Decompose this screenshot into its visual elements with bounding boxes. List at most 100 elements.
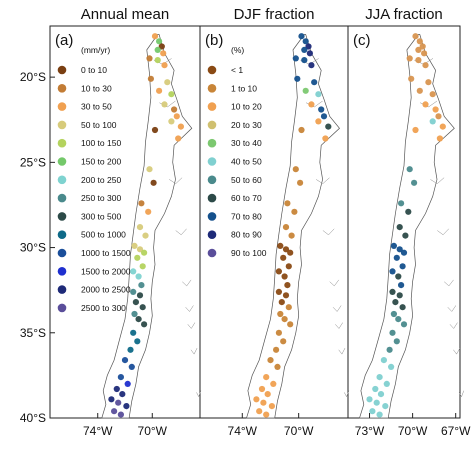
panel-label-c: (c) (353, 32, 371, 49)
legend-swatch (57, 102, 67, 111)
station-marker (399, 263, 406, 270)
station-marker (173, 113, 180, 120)
legend-swatch (57, 230, 67, 239)
station-marker (308, 62, 315, 69)
station-marker (147, 75, 154, 82)
station-marker (127, 346, 134, 353)
station-marker (415, 57, 422, 64)
station-marker (297, 179, 304, 186)
region-border (338, 347, 346, 355)
station-marker (408, 75, 415, 82)
station-marker (419, 43, 426, 50)
station-marker (325, 123, 332, 130)
legend-label: 30 to 50 (81, 102, 112, 112)
station-marker (275, 268, 282, 275)
station-marker (311, 79, 318, 86)
station-marker (128, 363, 135, 370)
station-marker (429, 118, 436, 125)
station-marker (263, 374, 270, 381)
station-marker (396, 224, 403, 231)
station-marker (406, 166, 413, 173)
station-marker (135, 273, 142, 280)
station-marker (132, 299, 139, 306)
legend-swatch (207, 212, 217, 221)
station-marker (400, 321, 408, 328)
station-marker (318, 106, 325, 113)
lat-tick-label: 30°S (20, 241, 46, 255)
station-marker (405, 208, 412, 215)
legend-label: 200 to 250 (81, 175, 121, 185)
legend-swatch (57, 120, 67, 130)
station-marker (411, 179, 418, 186)
station-marker (284, 200, 291, 207)
legend-swatch (57, 212, 67, 221)
station-marker (168, 91, 175, 98)
region-border (187, 322, 196, 329)
map-panel-c: (c) (353, 32, 465, 419)
legend-unit-a: (mm/yr) (81, 45, 110, 55)
station-marker (386, 346, 393, 353)
region-border (444, 279, 454, 287)
station-marker (154, 57, 161, 64)
legend-swatch (207, 157, 217, 166)
legend-label: 10 to 20 (231, 102, 262, 112)
station-marker (389, 268, 396, 275)
legend-swatch (207, 102, 217, 111)
station-marker (256, 408, 263, 415)
station-marker (134, 338, 141, 345)
station-marker (382, 403, 389, 410)
station-marker (395, 316, 402, 323)
lon-tick-label: 74°W (228, 424, 258, 438)
station-marker (301, 46, 308, 54)
region-border (458, 390, 465, 398)
station-marker (396, 246, 403, 253)
station-marker (436, 135, 443, 142)
station-marker (399, 304, 406, 311)
panel-title-b: DJF fraction (234, 6, 315, 23)
station-marker (156, 38, 163, 45)
station-marker (389, 288, 396, 295)
legend-swatch (57, 303, 67, 313)
station-marker (130, 268, 137, 275)
station-marker (435, 113, 442, 120)
station-marker (117, 374, 124, 381)
region-border (335, 322, 343, 329)
panel-frame-c (347, 25, 461, 419)
legend-swatch (57, 175, 67, 185)
legend-swatch (207, 248, 217, 258)
region-border (430, 177, 445, 185)
station-marker (274, 363, 281, 370)
region-border (329, 279, 339, 287)
station-marker (124, 380, 131, 387)
region-border (182, 279, 192, 287)
station-marker (291, 208, 298, 215)
station-marker (380, 357, 387, 364)
station-marker (139, 304, 146, 311)
region-border (185, 305, 194, 312)
legend-label: 1000 to 1500 (81, 248, 131, 258)
legend-label: 2500 to 300 (81, 303, 126, 313)
lat-tick-label: 20°S (20, 70, 46, 84)
station-marker (429, 91, 436, 98)
station-marker (141, 249, 148, 256)
station-marker (315, 91, 322, 98)
legend-label: 30 to 40 (231, 138, 262, 148)
station-marker (139, 263, 146, 270)
legend-label: 10 to 30 (81, 83, 112, 93)
legend-label: 1500 to 2000 (81, 266, 131, 276)
station-marker (260, 399, 267, 406)
station-marker (301, 57, 308, 64)
station-marker (136, 292, 144, 299)
station-marker (275, 288, 282, 295)
station-marker (146, 55, 153, 62)
legend-swatch (207, 175, 217, 185)
station-marker (130, 329, 137, 336)
station-marker (121, 357, 129, 364)
station-marker (425, 79, 432, 86)
station-marker (158, 43, 165, 50)
station-marker (280, 338, 287, 345)
station-marker (177, 123, 184, 130)
station-marker (138, 200, 145, 207)
legend-swatch (207, 120, 217, 130)
panel-label-b: (b) (205, 32, 223, 49)
